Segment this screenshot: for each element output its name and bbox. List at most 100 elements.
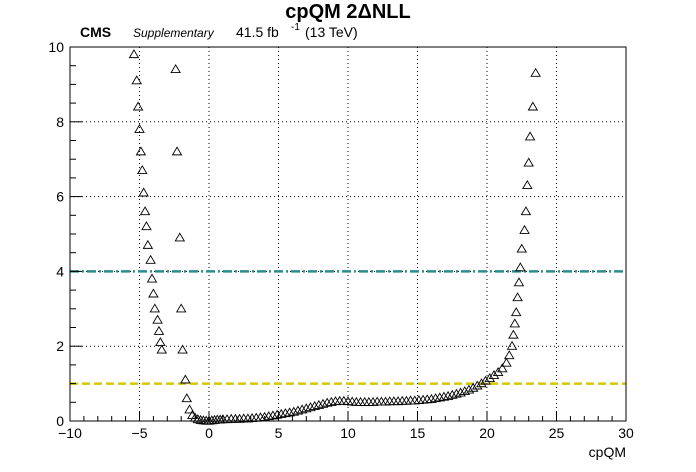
data-point <box>292 405 304 415</box>
data-point <box>305 402 316 412</box>
data-point <box>192 414 204 424</box>
data-point <box>155 337 166 347</box>
data-point <box>136 165 148 175</box>
data-point <box>156 344 168 354</box>
data-point <box>131 75 143 85</box>
data-point <box>512 292 523 302</box>
data-point <box>497 363 508 373</box>
data-point <box>134 123 145 133</box>
data-point <box>271 409 283 419</box>
data-point <box>128 49 140 59</box>
data-point <box>170 64 181 74</box>
data-point <box>510 307 522 317</box>
data-point <box>263 411 275 421</box>
data-point <box>442 390 454 400</box>
x-tick-label: −5 <box>132 425 148 441</box>
data-point <box>145 254 156 264</box>
data-point <box>146 273 158 283</box>
data-point <box>530 67 541 77</box>
data-point <box>438 391 450 401</box>
data-point <box>275 408 287 418</box>
y-tick-label: 10 <box>48 39 64 55</box>
y-tick-label: 6 <box>56 189 64 205</box>
data-point <box>480 375 491 385</box>
x-tick-label: 5 <box>275 425 283 441</box>
data-point <box>267 410 279 420</box>
data-point <box>142 239 154 249</box>
data-point <box>180 374 191 384</box>
y-tick-label: 0 <box>56 413 64 429</box>
data-point <box>152 314 163 324</box>
supplementary-label: Supplementary <box>133 26 215 40</box>
data-point <box>446 389 458 399</box>
x-tick-label: 15 <box>410 425 426 441</box>
data-point <box>515 262 526 272</box>
data-point <box>174 232 186 242</box>
x-axis-label: cpQM <box>589 444 626 460</box>
y-tick-label: 8 <box>56 114 64 130</box>
data-point <box>524 131 536 141</box>
x-tick-label: 0 <box>205 425 213 441</box>
data-point <box>321 397 333 407</box>
data-point <box>455 387 466 397</box>
data-point <box>434 392 446 402</box>
data-points <box>128 49 541 425</box>
data-point <box>516 243 528 253</box>
axes: −10 −5 0 5 10 15 20 25 30 0 2 4 6 8 10 <box>48 39 634 441</box>
data-point <box>317 398 329 408</box>
chart-title: cpQM 2ΔNLL <box>285 1 411 23</box>
data-point <box>132 101 144 111</box>
y-tick-label: 4 <box>56 263 64 279</box>
data-point <box>426 393 437 403</box>
data-point <box>181 393 193 403</box>
energy-label: (13 TeV) <box>305 24 358 40</box>
data-point <box>520 206 532 216</box>
data-point <box>459 386 471 396</box>
data-point <box>141 221 152 231</box>
data-point <box>288 406 300 416</box>
data-point <box>488 369 500 379</box>
x-tick-label: 30 <box>618 425 634 441</box>
data-point <box>148 288 159 298</box>
y-tick-label: 2 <box>56 338 64 354</box>
data-point <box>171 146 183 156</box>
data-point <box>467 382 479 392</box>
data-point <box>284 407 295 417</box>
data-point <box>519 224 530 234</box>
data-point <box>503 350 515 360</box>
data-point <box>523 157 534 167</box>
data-point <box>506 340 518 350</box>
lumi-value: 41.5 fb <box>236 24 279 40</box>
data-point <box>177 344 188 354</box>
data-point <box>430 393 441 403</box>
data-point <box>513 277 525 287</box>
data-point <box>471 380 483 390</box>
data-point <box>326 396 337 406</box>
data-point <box>149 303 161 313</box>
data-point <box>508 329 519 339</box>
data-point <box>153 325 165 335</box>
data-point <box>509 318 521 328</box>
data-point <box>175 303 187 313</box>
data-point <box>463 384 475 394</box>
data-point <box>451 388 462 398</box>
x-tick-label: 10 <box>340 425 356 441</box>
data-point <box>501 357 512 367</box>
data-point <box>313 399 325 409</box>
reference-lines <box>70 270 626 385</box>
x-tick-label: 25 <box>549 425 565 441</box>
grid <box>70 47 626 421</box>
lumi-exponent: -1 <box>291 22 300 33</box>
data-point <box>484 372 496 382</box>
x-tick-label: 20 <box>479 425 495 441</box>
data-point <box>139 206 151 216</box>
data-point <box>138 187 149 197</box>
data-point <box>184 404 195 414</box>
data-point <box>280 408 291 418</box>
x-tick-label: −10 <box>58 425 82 441</box>
data-point <box>296 404 308 414</box>
data-point <box>135 146 147 156</box>
data-point <box>476 378 487 388</box>
data-point <box>527 101 539 111</box>
